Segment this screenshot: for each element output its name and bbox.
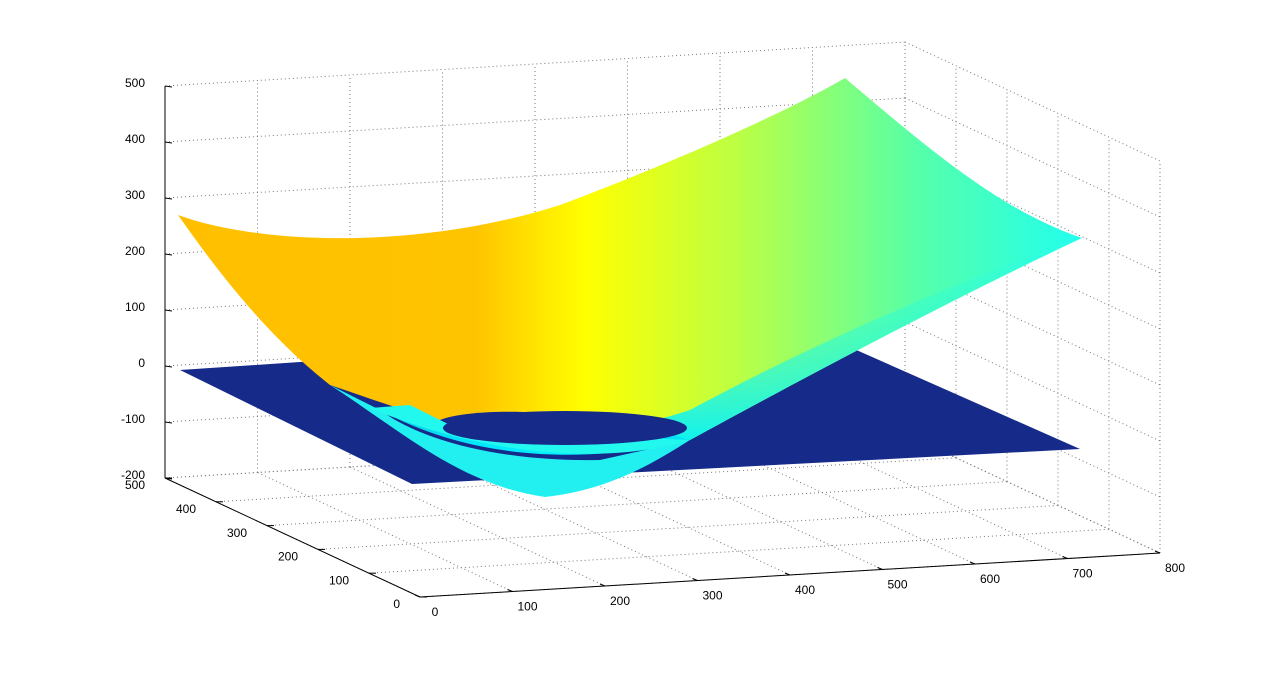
y-tick-label: 300 [227, 526, 247, 540]
z-tick-label: 100 [125, 300, 145, 314]
surface-bowl [330, 385, 690, 497]
z-tick [164, 141, 173, 144]
z-tick [164, 365, 173, 368]
z-tick [164, 253, 173, 256]
z-tick-label: -100 [121, 412, 145, 426]
z-tick-label: 0 [138, 356, 145, 370]
y-tick-label: 100 [329, 573, 349, 587]
grid-line [904, 41, 1161, 162]
y-tick-label: 200 [278, 550, 298, 564]
z-tick-label: -200 [121, 468, 145, 482]
y-tick-label: 0 [393, 597, 400, 611]
grid-line [812, 439, 1068, 559]
surfaces [178, 78, 1082, 497]
z-tick [164, 421, 173, 424]
x-tick-label: 100 [517, 600, 537, 614]
grid-line [719, 444, 976, 565]
x-tick-label: 300 [702, 589, 722, 603]
grid-line [534, 455, 791, 576]
grid-line [349, 466, 606, 587]
x-tick-label: 0 [432, 605, 439, 619]
grid-line [904, 209, 1161, 330]
grid-line [904, 265, 1161, 386]
grid-line [627, 450, 883, 570]
x-tick-label: 700 [1072, 567, 1092, 581]
x-tick-label: 200 [610, 594, 630, 608]
grid-line [904, 153, 1161, 274]
y-tick-label: 400 [176, 502, 196, 516]
axes: 0 100 200 300 400 500 600 700 800 0 100 200 300 400 50… [121, 76, 1185, 619]
grid-line [904, 433, 1161, 554]
x-axis [419, 552, 1161, 598]
x-tick-label: 400 [795, 583, 815, 597]
z-tick [164, 197, 173, 200]
z-tick-label: 500 [125, 76, 145, 90]
z-tick-label: 300 [125, 188, 145, 202]
y-axis [164, 477, 421, 598]
grid-line [904, 321, 1161, 442]
y-tick-label: 500 [125, 478, 145, 492]
x-tick-label: 500 [887, 578, 907, 592]
z-tick-label: 400 [125, 132, 145, 146]
grid-line [904, 97, 1161, 218]
grid-line [257, 472, 513, 592]
z-tick-label: 200 [125, 244, 145, 258]
z-tick [164, 85, 173, 88]
grid-line [442, 461, 698, 581]
x-tick-label: 600 [980, 572, 1000, 586]
hole [443, 411, 687, 445]
z-tick [164, 309, 173, 312]
x-tick-label: 800 [1165, 561, 1185, 575]
